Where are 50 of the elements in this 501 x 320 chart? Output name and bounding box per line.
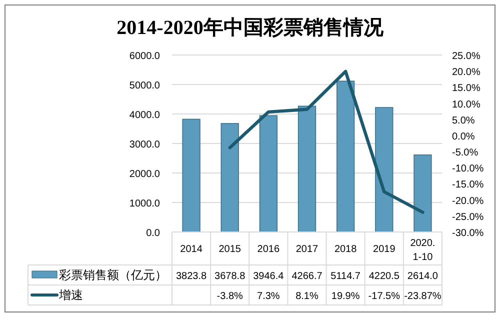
y2-tick-label: 10.0% bbox=[452, 99, 480, 110]
y2-tick-label: 5.0% bbox=[452, 115, 475, 126]
bar bbox=[298, 106, 316, 232]
y2-tick-label: -25.0% bbox=[452, 212, 484, 223]
data-label: 19.9% bbox=[331, 291, 360, 302]
x-tick-label: 2018 bbox=[334, 244, 358, 255]
bar bbox=[220, 123, 239, 232]
y2-tick-label: 15.0% bbox=[452, 83, 480, 94]
y2-tick-label: -30.0% bbox=[452, 228, 484, 239]
y-tick-label: 3000.0 bbox=[129, 140, 160, 150]
y2-tick-label: 25.0% bbox=[452, 51, 480, 62]
data-label: 3678.8 bbox=[214, 271, 246, 282]
data-label: 5114.7 bbox=[330, 271, 361, 282]
data-label: -3.8% bbox=[216, 291, 244, 302]
y-tick-label: 4000.0 bbox=[129, 110, 160, 121]
x-tick-label: 2014 bbox=[180, 244, 203, 255]
data-label: 3823.8 bbox=[176, 271, 208, 282]
data-label: 8.1% bbox=[296, 291, 319, 302]
data-label: -23.87% bbox=[404, 291, 442, 302]
y2-tick-label: -15.0% bbox=[452, 180, 484, 191]
data-label: 7.3% bbox=[257, 291, 280, 302]
y2-tick-label: -10.0% bbox=[452, 164, 484, 175]
bar bbox=[182, 118, 200, 232]
chart-title: 2014-2020年中国彩票销售情况 bbox=[116, 17, 384, 39]
x-tick-label: 2015 bbox=[218, 244, 242, 255]
bar bbox=[259, 115, 278, 232]
y-tick-label: 5000.0 bbox=[129, 80, 160, 92]
data-label: 4220.5 bbox=[368, 271, 400, 282]
legend-label: 彩票销售额（亿元） bbox=[59, 268, 167, 282]
y-tick-label: 6000.0 bbox=[129, 51, 160, 62]
bar bbox=[414, 154, 432, 232]
y2-tick-label: -20.0% bbox=[452, 196, 484, 207]
y2-tick-label: -5.0% bbox=[452, 148, 478, 159]
line-series bbox=[228, 70, 424, 214]
data-label: 2614.0 bbox=[407, 271, 438, 282]
x-tick-label: 2020.1-10 bbox=[410, 238, 436, 263]
x-tick-label: 2019 bbox=[373, 244, 396, 255]
y2-tick-label: 0.0% bbox=[452, 131, 475, 142]
bar bbox=[336, 80, 355, 232]
y2-tick-label: 20.0% bbox=[452, 67, 480, 78]
y-tick-label: 1000.0 bbox=[129, 198, 160, 210]
y-tick-label: 0.0 bbox=[146, 228, 160, 239]
y-tick-label: 2000.0 bbox=[129, 169, 160, 180]
x-tick-label: 2017 bbox=[296, 244, 319, 255]
x-tick-label: 2016 bbox=[257, 244, 280, 255]
data-label: -17.5% bbox=[368, 291, 400, 302]
legend-label: 增速 bbox=[58, 288, 83, 302]
data-label: 4266.7 bbox=[292, 271, 323, 282]
bar bbox=[375, 107, 394, 232]
data-label: 3946.4 bbox=[253, 271, 284, 282]
